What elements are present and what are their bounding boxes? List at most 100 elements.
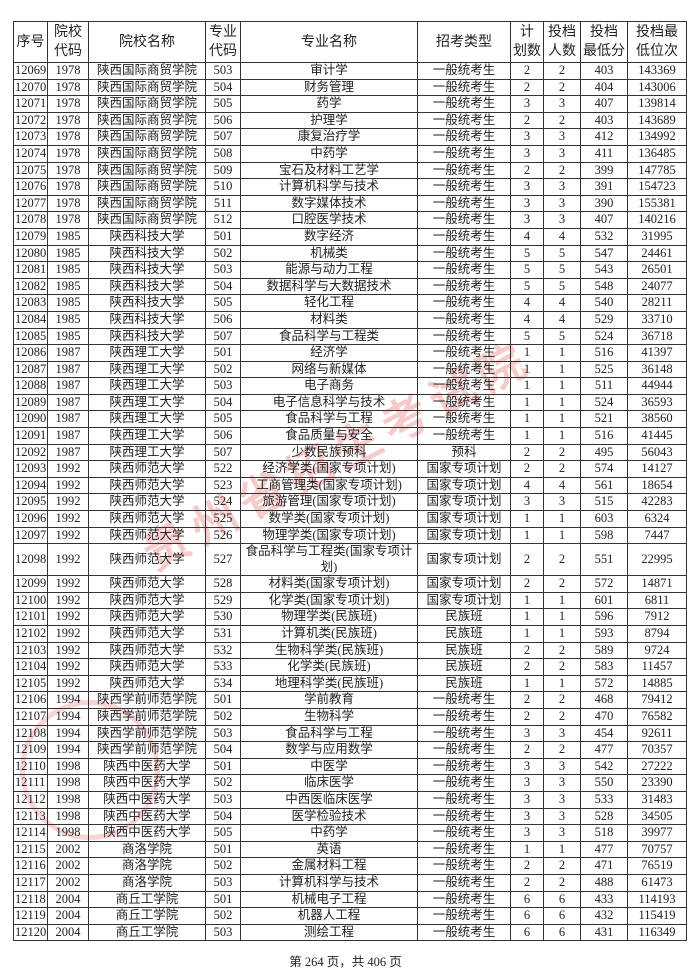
cell-major-name: 生物科学 <box>240 707 418 726</box>
table-header-row: 序号 院校 代码 院校名称 专业 代码 专业名称 招考类型计 划数 投档 人数 投档 最低分投… <box>13 21 687 63</box>
cell-school-name: 商洛学院 <box>88 840 206 859</box>
cell-serial: 12070 <box>13 78 48 97</box>
table-row: 12080 1985 陕西科技大学 502 机械类 一般统考生 5 5 547 24461 <box>13 244 687 263</box>
cell-school-code: 1992 <box>47 493 89 512</box>
cell-major-code: 505 <box>205 410 241 429</box>
cell-major-code: 506 <box>205 427 241 445</box>
cell-serial: 12096 <box>13 510 48 528</box>
cell-min-rank: 14885 <box>627 674 687 693</box>
cell-min-score: 603 <box>580 510 628 528</box>
cell-min-rank: 79412 <box>627 691 687 709</box>
cell-admission-type: 一般统考生 <box>417 393 511 412</box>
cell-min-score: 403 <box>580 62 628 80</box>
cell-school-code: 1998 <box>47 824 89 842</box>
cell-major-name: 机器人工程 <box>240 907 418 925</box>
cell-plan-count: 4 <box>510 310 544 329</box>
table-row: 12091 1987 陕西理工大学 506 食品质量与安全 一般统考生 1 1 516 41445 <box>13 427 687 445</box>
table-row: 12085 1985 陕西科技大学 507 食品科学与工程类 一般统考生 5 5 524 3671… <box>13 327 687 346</box>
cell-school-name: 陕西国际商贸学院 <box>88 178 206 196</box>
cell-major-code: 525 <box>205 510 241 528</box>
table-row: 12083 1985 陕西科技大学 505 轻化工程 一般统考生 4 4 540 28211 <box>13 294 687 312</box>
cell-school-code: 1987 <box>47 427 89 445</box>
table-row: 12094 1992 陕西师范大学 523 工商管理类(国家专项计划) 国家专项计划 4 4 5… <box>13 476 687 495</box>
cell-min-rank: 114193 <box>627 890 687 909</box>
cell-min-score: 572 <box>580 575 628 593</box>
cell-major-code: 504 <box>205 78 241 97</box>
cell-school-code: 1992 <box>47 658 89 676</box>
table-row: 12069 1978 陕西国际商贸学院 503 审计学 一般统考生 2 2 403 143369 <box>13 62 687 80</box>
cell-major-name: 旅游管理(国家专项计划) <box>240 493 418 512</box>
cell-min-score: 532 <box>580 227 628 246</box>
cell-admitted-count: 2 <box>543 707 581 726</box>
cell-major-name: 地理科学类(民族班) <box>240 674 418 693</box>
cell-admission-type: 一般统考生 <box>417 840 511 859</box>
cell-min-rank: 42283 <box>627 493 687 512</box>
cell-serial: 12084 <box>13 310 48 329</box>
cell-admission-type: 国家专项计划 <box>417 575 511 593</box>
cell-major-name: 化学类(民族班) <box>240 658 418 676</box>
cell-min-rank: 41397 <box>627 344 687 362</box>
cell-min-rank: 36593 <box>627 393 687 412</box>
cell-school-code: 1992 <box>47 543 89 577</box>
cell-admission-type: 国家专项计划 <box>417 510 511 528</box>
cell-min-rank: 22995 <box>627 543 687 577</box>
cell-admission-type: 一般统考生 <box>417 327 511 346</box>
table-row: 12114 1998 陕西中医药大学 505 中药学 一般统考生 3 3 518 39977 <box>13 824 687 842</box>
cell-admitted-count: 5 <box>543 261 581 279</box>
cell-min-score: 533 <box>580 790 628 809</box>
cell-plan-count: 2 <box>510 575 544 593</box>
cell-serial: 12078 <box>13 211 48 229</box>
cell-serial: 12090 <box>13 410 48 429</box>
cell-major-code: 503 <box>205 873 241 892</box>
cell-school-code: 1987 <box>47 443 89 462</box>
cell-admission-type: 一般统考生 <box>417 757 511 776</box>
table-row: 12084 1985 陕西科技大学 506 材料类 一般统考生 4 4 529 33710 <box>13 310 687 329</box>
cell-admitted-count: 4 <box>543 310 581 329</box>
cell-school-name: 陕西学前师范学院 <box>88 741 206 759</box>
cell-major-name: 中西医临床医学 <box>240 790 418 809</box>
cell-serial: 12120 <box>13 923 48 942</box>
table-row: 12100 1992 陕西师范大学 529 化学类(国家专项计划) 国家专项计划 1 1 601… <box>13 591 687 610</box>
cell-min-rank: 56043 <box>627 443 687 462</box>
cell-plan-count: 5 <box>510 327 544 346</box>
cell-school-code: 1978 <box>47 128 89 146</box>
cell-plan-count: 2 <box>510 443 544 462</box>
cell-major-code: 507 <box>205 327 241 346</box>
cell-serial: 12072 <box>13 111 48 130</box>
cell-admitted-count: 1 <box>543 377 581 395</box>
cell-school-code: 1978 <box>47 144 89 163</box>
cell-min-rank: 143689 <box>627 111 687 130</box>
cell-school-code: 1992 <box>47 575 89 593</box>
cell-major-name: 食品科学与工程类(国家专项计划) <box>240 543 418 577</box>
cell-admission-type: 民族班 <box>417 625 511 643</box>
cell-major-name: 食品质量与安全 <box>240 427 418 445</box>
cell-serial: 12119 <box>13 907 48 925</box>
cell-admission-type: 一般统考生 <box>417 277 511 296</box>
cell-school-code: 2004 <box>47 907 89 925</box>
cell-min-score: 547 <box>580 244 628 263</box>
cell-min-score: 432 <box>580 907 628 925</box>
cell-min-rank: 147785 <box>627 161 687 180</box>
cell-admitted-count: 3 <box>543 757 581 776</box>
cell-major-code: 501 <box>205 227 241 246</box>
cell-major-name: 计算机科学与技术 <box>240 178 418 196</box>
cell-plan-count: 3 <box>510 95 544 113</box>
cell-admission-type: 国家专项计划 <box>417 460 511 478</box>
cell-admitted-count: 3 <box>543 95 581 113</box>
cell-serial: 12113 <box>13 807 48 826</box>
cell-school-name: 陕西国际商贸学院 <box>88 95 206 113</box>
cell-school-code: 1998 <box>47 790 89 809</box>
cell-major-code: 503 <box>205 923 241 942</box>
cell-serial: 12115 <box>13 840 48 859</box>
cell-school-name: 陕西师范大学 <box>88 510 206 528</box>
cell-major-name: 机械类 <box>240 244 418 263</box>
cell-admitted-count: 3 <box>543 178 581 196</box>
cell-major-code: 507 <box>205 443 241 462</box>
cell-school-name: 陕西科技大学 <box>88 310 206 329</box>
cell-admission-type: 一般统考生 <box>417 161 511 180</box>
cell-major-name: 护理学 <box>240 111 418 130</box>
cell-serial: 12106 <box>13 691 48 709</box>
cell-school-name: 陕西科技大学 <box>88 327 206 346</box>
cell-serial: 12092 <box>13 443 48 462</box>
table-row: 12111 1998 陕西中医药大学 502 临床医学 一般统考生 3 3 550 23390 <box>13 774 687 792</box>
